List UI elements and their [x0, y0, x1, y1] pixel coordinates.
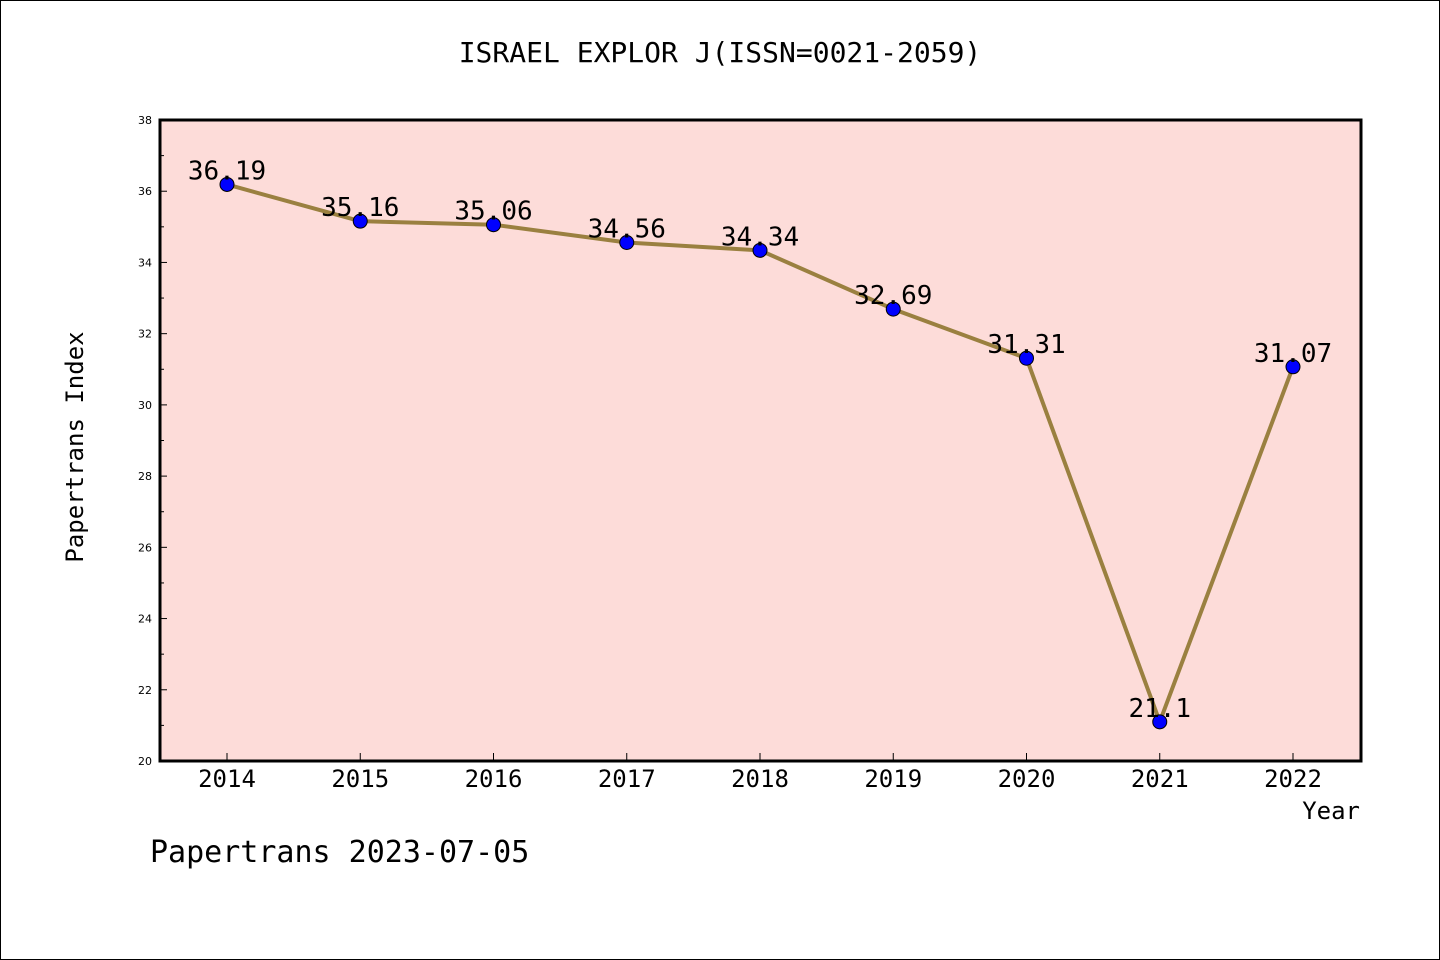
x-tick-label: 2014: [198, 765, 256, 793]
data-label: 31.31: [987, 330, 1065, 360]
data-point: [486, 217, 501, 233]
x-tick-label: 2017: [598, 765, 656, 793]
data-point: [1019, 350, 1034, 366]
data-point: [752, 242, 768, 258]
y-tick-label: 20: [138, 755, 152, 768]
data-label: 31.07: [1254, 339, 1332, 369]
data-label: 32.69: [854, 281, 932, 311]
footer-caption: Papertrans 2023-07-05: [150, 835, 530, 870]
data-label: 21.1: [1128, 694, 1191, 724]
data-label: 36.19: [188, 156, 266, 186]
x-tick-label: 2016: [465, 765, 523, 793]
y-tick-label: 26: [138, 541, 152, 554]
data-point: [1285, 359, 1301, 375]
x-tick-label: 2021: [1131, 765, 1189, 793]
data-point: [885, 301, 901, 317]
data-label: 34.34: [721, 222, 799, 252]
y-tick-label: 38: [138, 114, 152, 127]
y-tick-label: 22: [138, 684, 152, 697]
y-tick-label: 32: [138, 328, 152, 341]
chart-title: ISRAEL EXPLOR J(ISSN=0021-2059): [458, 36, 982, 69]
data-point: [352, 213, 368, 229]
y-tick-label: 34: [138, 256, 152, 269]
data-label: 35.16: [321, 193, 399, 223]
x-axis: 2014 2015 2016 2017 2018 2019 2020 2021 2022: [198, 753, 1322, 793]
series-layer: 36.19 35.16 35.06 34.56 34.34 32.69 31.31 21.1 3…: [188, 156, 1332, 730]
data-point: [1152, 714, 1168, 730]
plot-area: [158, 118, 1363, 763]
x-tick-label: 2018: [731, 765, 789, 793]
y-axis: 20 22 24 26 28 30 32 34 36 38: [138, 114, 167, 768]
y-axis-label: Papertrans Index: [61, 331, 89, 563]
y-tick-label: 30: [138, 399, 152, 412]
x-axis-label: Year: [1302, 797, 1360, 825]
x-tick-label: 2015: [331, 765, 389, 793]
y-tick-label: 24: [138, 613, 152, 626]
x-tick-label: 2022: [1264, 765, 1322, 793]
data-point: [619, 235, 635, 251]
y-tick-label: 28: [138, 470, 152, 483]
y-tick-label: 36: [138, 185, 152, 198]
data-label: 34.56: [588, 215, 666, 245]
data-label: 35.06: [454, 197, 532, 227]
data-point: [219, 176, 235, 192]
x-tick-label: 2019: [864, 765, 922, 793]
x-tick-label: 2020: [998, 765, 1056, 793]
